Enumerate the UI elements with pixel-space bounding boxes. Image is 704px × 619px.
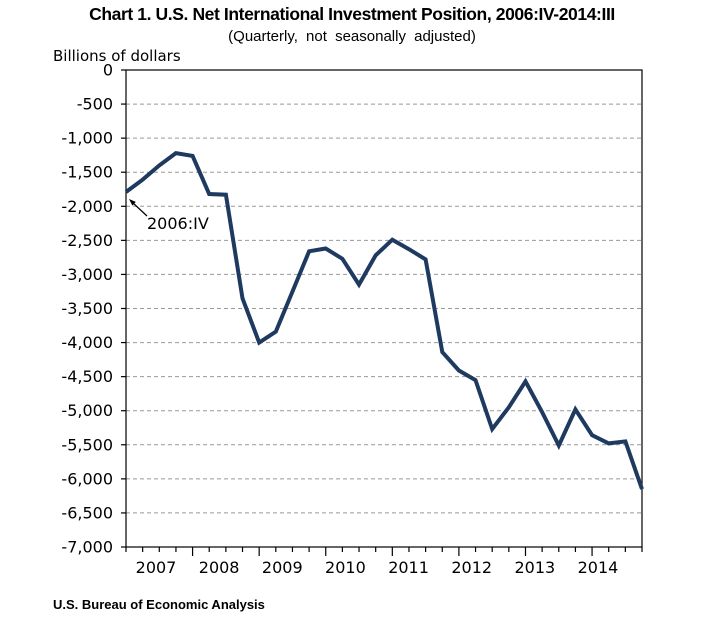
y-tick-label: -6,000 xyxy=(61,469,113,488)
y-tick-label: -5,000 xyxy=(61,401,113,420)
y-tick-label: -7,000 xyxy=(61,538,113,557)
y-axis-labels: 0 -500 -1,000 -1,500 -2,000 -2,500 -3,000 -3,50… xyxy=(61,61,113,557)
annotation-arrow-shaft xyxy=(132,202,148,217)
x-axis-labels: 2007 2008 2009 2010 2011 2012 2013 2014 xyxy=(136,558,619,577)
y-tick-label: -2,000 xyxy=(61,197,113,216)
x-year-label: 2013 xyxy=(514,558,555,577)
x-year-label: 2011 xyxy=(388,558,429,577)
y-tick-label: -1,000 xyxy=(61,129,113,148)
x-axis-ticks xyxy=(125,547,643,556)
y-axis-ticks xyxy=(121,69,126,548)
y-tick-label: -5,500 xyxy=(61,435,113,454)
annotation-2006iv: 2006:IV xyxy=(129,199,209,233)
x-year-label: 2008 xyxy=(199,558,240,577)
y-axis-title: Billions of dollars xyxy=(53,47,181,65)
y-tick-label: -3,000 xyxy=(61,265,113,284)
x-year-label: 2012 xyxy=(451,558,492,577)
y-tick-label: -500 xyxy=(77,95,113,114)
y-tick-label: -2,500 xyxy=(61,231,113,250)
y-tick-label: -4,500 xyxy=(61,367,113,386)
y-tick-label: -3,500 xyxy=(61,299,113,318)
y-tick-label: -4,000 xyxy=(61,333,113,352)
x-year-label: 2007 xyxy=(136,558,177,577)
y-tick-label: 0 xyxy=(103,61,113,80)
x-year-label: 2009 xyxy=(262,558,303,577)
x-year-label: 2010 xyxy=(325,558,366,577)
annotation-label: 2006:IV xyxy=(147,214,209,233)
y-tick-label: -1,500 xyxy=(61,163,113,182)
niip-series-line xyxy=(124,150,644,490)
y-tick-label: -6,500 xyxy=(61,503,113,522)
source-note: U.S. Bureau of Economic Analysis xyxy=(53,597,265,612)
x-year-label: 2014 xyxy=(578,558,619,577)
annotation-arrowhead xyxy=(129,199,136,206)
chart-title: Chart 1. U.S. Net International Investme… xyxy=(89,4,615,24)
chart-subtitle: (Quarterly, not seasonally adjusted) xyxy=(228,28,476,45)
gridlines xyxy=(126,103,642,514)
